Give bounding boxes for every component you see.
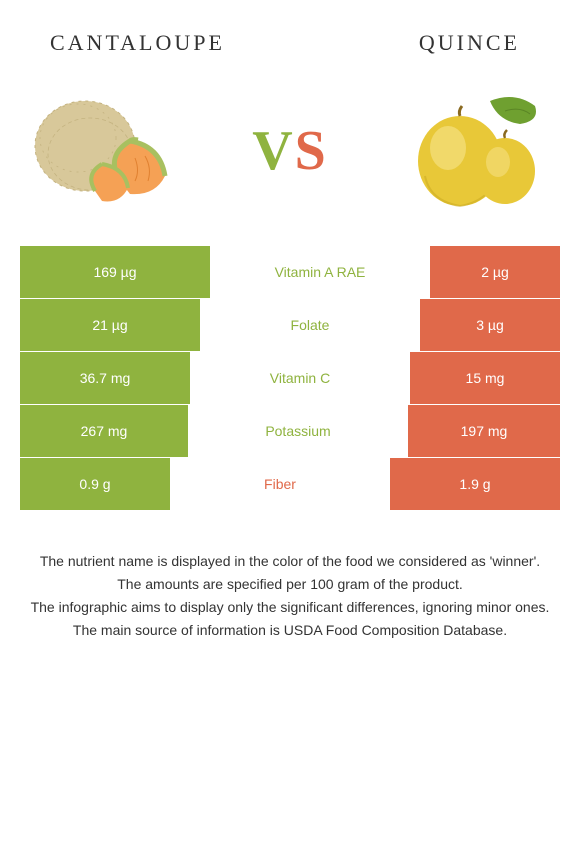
nutrient-name: Vitamin C bbox=[190, 352, 410, 404]
nutrient-name: Fiber bbox=[170, 458, 390, 510]
images-row: VS bbox=[0, 66, 580, 246]
nutrient-row: 169 µgVitamin A RAE2 µg bbox=[20, 246, 560, 299]
quince-image bbox=[390, 86, 550, 216]
nutrient-row: 267 mgPotassium197 mg bbox=[20, 405, 560, 458]
left-food-title: CANTALOUPE bbox=[50, 30, 225, 56]
left-value: 267 mg bbox=[20, 405, 188, 457]
right-value: 197 mg bbox=[408, 405, 560, 457]
cantaloupe-image bbox=[30, 86, 190, 216]
right-value: 1.9 g bbox=[390, 458, 560, 510]
footer-line: The main source of information is USDA F… bbox=[20, 620, 560, 641]
nutrient-row: 0.9 gFiber1.9 g bbox=[20, 458, 560, 511]
footer-line: The nutrient name is displayed in the co… bbox=[20, 551, 560, 572]
right-value: 15 mg bbox=[410, 352, 560, 404]
footer-notes: The nutrient name is displayed in the co… bbox=[0, 511, 580, 663]
vs-s: S bbox=[295, 120, 328, 182]
right-value: 2 µg bbox=[430, 246, 560, 298]
footer-line: The amounts are specified per 100 gram o… bbox=[20, 574, 560, 595]
nutrient-table: 169 µgVitamin A RAE2 µg21 µgFolate3 µg36… bbox=[0, 246, 580, 511]
left-value: 21 µg bbox=[20, 299, 200, 351]
footer-line: The infographic aims to display only the… bbox=[20, 597, 560, 618]
nutrient-name: Folate bbox=[200, 299, 420, 351]
nutrient-name: Potassium bbox=[188, 405, 408, 457]
vs-label: VS bbox=[252, 119, 328, 183]
left-value: 0.9 g bbox=[20, 458, 170, 510]
vs-v: V bbox=[252, 120, 294, 182]
nutrient-name: Vitamin A RAE bbox=[210, 246, 430, 298]
right-food-title: QUINCE bbox=[419, 30, 520, 56]
left-value: 36.7 mg bbox=[20, 352, 190, 404]
left-value: 169 µg bbox=[20, 246, 210, 298]
nutrient-row: 21 µgFolate3 µg bbox=[20, 299, 560, 352]
right-value: 3 µg bbox=[420, 299, 560, 351]
nutrient-row: 36.7 mgVitamin C15 mg bbox=[20, 352, 560, 405]
